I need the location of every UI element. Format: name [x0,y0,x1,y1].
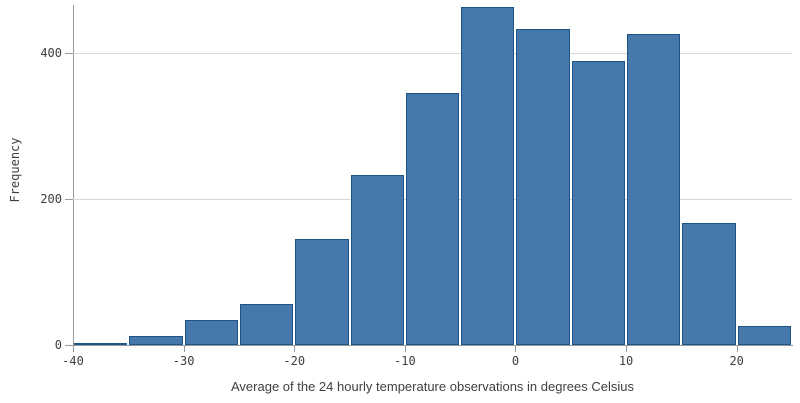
x-axis-tick [515,346,517,352]
histogram-bar[interactable] [737,326,791,345]
x-tick-label: 20 [729,354,744,368]
x-axis-tick [404,346,406,352]
x-tick-label: -10 [394,354,416,368]
x-axis-tick [183,346,185,352]
x-tick-label: -30 [172,354,195,368]
histogram-bar[interactable] [295,238,349,345]
x-tick-label: -40 [62,354,84,368]
x-tick-label: 0 [511,354,520,368]
x-tick-label: -20 [283,354,306,368]
histogram-bar[interactable] [184,320,238,345]
x-tick-label: 10 [618,354,634,368]
y-tick-label: 400 [40,45,62,60]
histogram-bar[interactable] [405,92,460,345]
y-axis-line [73,5,74,346]
histogram-bar[interactable] [461,7,515,345]
y-axis-tick [65,198,73,200]
y-tick-label: 0 [54,338,62,352]
histogram-bar[interactable] [627,34,681,345]
x-axis-line [73,345,793,346]
histogram-bar[interactable] [74,342,128,345]
histogram-bar[interactable] [239,304,294,345]
y-tick-label: 200 [40,191,62,206]
x-axis-tick [294,346,296,352]
histogram-bar[interactable] [571,61,626,345]
y-axis-title: Frequency [8,137,22,203]
x-axis-tick [626,346,628,352]
y-axis-tick [65,52,73,54]
y-gridline [73,52,792,54]
y-axis-tick [65,345,73,346]
x-axis-tick [736,346,738,352]
histogram-bar[interactable] [350,174,404,345]
histogram-bar[interactable] [516,29,570,345]
plot-area [73,5,792,345]
x-axis-title: Average of the 24 hourly temperature obs… [231,379,634,394]
histogram-bar[interactable] [129,335,183,345]
x-axis-tick [73,346,74,352]
histogram-bar[interactable] [682,222,736,345]
